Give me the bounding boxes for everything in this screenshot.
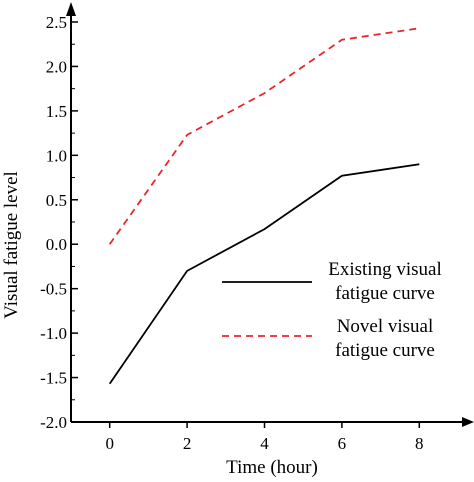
legend-label: fatigue curve	[335, 340, 435, 361]
series-line-1	[108, 27, 420, 245]
y-tick-label: 0.5	[46, 191, 67, 210]
x-tick-label: 2	[183, 434, 192, 453]
y-tick-label: -2.0	[40, 413, 67, 432]
x-tick-label: 0	[105, 434, 114, 453]
x-axis-ticks: 0 2 4 6 8	[105, 422, 424, 453]
legend-label: Novel visual	[337, 316, 434, 337]
x-tick-label: 6	[338, 434, 347, 453]
y-tick-label: 1.0	[46, 146, 67, 165]
y-axis-title: Visual fatigue level	[1, 171, 22, 319]
axes	[66, 2, 474, 427]
y-tick-label: -1.5	[40, 369, 67, 388]
x-axis-title: Time (hour)	[226, 457, 318, 478]
legend-label: fatigue curve	[335, 283, 435, 304]
y-tick-label: 0.0	[46, 235, 67, 254]
y-tick-label: 2.0	[46, 57, 67, 76]
x-tick-label: 4	[260, 434, 269, 453]
y-tick-label: 1.5	[46, 102, 67, 121]
series-line-0	[108, 163, 420, 385]
y-tick-label: -1.0	[40, 324, 67, 343]
y-axis-arrow	[66, 2, 76, 16]
x-tick-label: 8	[415, 434, 424, 453]
y-tick-label: 2.5	[46, 13, 67, 32]
legend: Existing visual fatigue curve Novel visual…	[222, 259, 442, 361]
series-layer	[108, 27, 420, 385]
y-tick-label: -0.5	[40, 280, 67, 299]
legend-label: Existing visual	[328, 259, 441, 280]
x-axis-arrow	[462, 417, 474, 427]
y-axis-ticks: -2.0 -1.5 -1.0 -0.5 0.0 0.5 1.0 1.5 2.0 2.5	[40, 13, 78, 432]
